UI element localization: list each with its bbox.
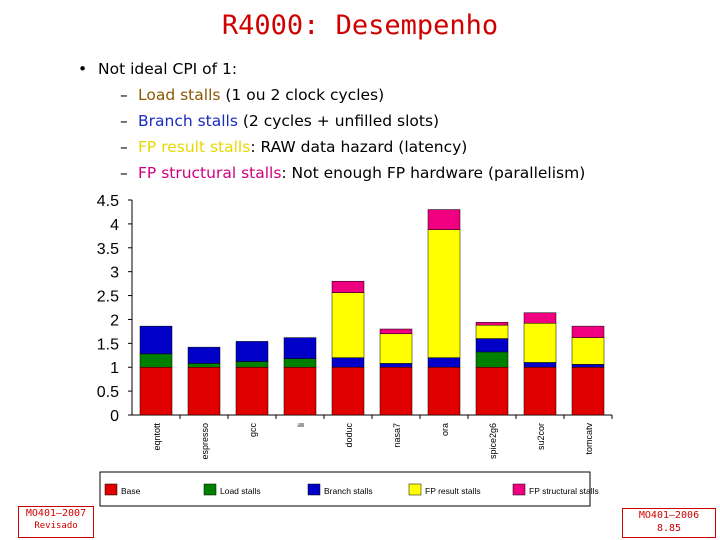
x-category-label: nasa7 [392,423,402,448]
legend-label: Branch stalls [324,486,373,496]
footer-right-course: MO401–2006 [638,510,700,521]
bar-segment [427,229,461,358]
bar-segment [475,366,509,416]
y-tick-label: 1.5 [97,336,119,353]
bar-segment [379,328,413,335]
bar-segment [571,366,605,416]
bar-segment [139,325,173,355]
bar-segment [523,312,557,324]
bullet-list: • Not ideal CPI of 1: – Load stalls (1 ou … [78,56,708,186]
fp-structural-stalls-term: FP structural stalls [138,164,282,182]
bar-segment [571,325,605,338]
legend-swatch [307,483,321,496]
bar-segment [523,362,557,368]
footer-left-box: MO401–2007 Revisado [18,506,94,538]
bullet-marker: • [78,60,88,78]
bar-segment [187,366,221,416]
bar-segment [379,363,413,368]
bar-segment [235,366,269,416]
x-category-label: ora [440,423,450,436]
bullet-branch-stalls: – Branch stalls (2 cycles + unfilled slot… [78,108,708,134]
fp-result-stalls-desc: : RAW data hazard (latency) [250,138,468,156]
bar-segment [139,353,173,368]
dash-marker: – [120,112,128,130]
dash-marker: – [120,164,128,182]
footer-left-course: MO401–2007 [25,508,87,519]
bar-segment [283,366,317,416]
y-tick-label: 0.5 [97,384,119,401]
bar-segment [571,337,605,365]
footer-right-page: 8.85 [656,523,682,534]
bar-segment [187,363,221,368]
bullet-main: • Not ideal CPI of 1: [78,56,708,82]
y-tick-label: 0 [110,408,119,425]
x-category-label: tomcatv [584,423,594,455]
fp-structural-stalls-desc: : Not enough FP hardware (parallelism) [281,164,586,182]
x-category-label: li [296,423,306,427]
bar-segment [283,358,317,368]
bar-segment [523,323,557,363]
bar-segment [139,366,173,416]
legend-swatch [408,483,422,496]
load-stalls-term: Load stalls [138,86,221,104]
x-category-label: eqntott [152,423,162,451]
bar-segment [187,346,221,364]
legend-label: Base [121,486,141,496]
load-stalls-desc: (1 ou 2 clock cycles) [220,86,385,104]
y-tick-label: 3 [110,265,119,282]
bar-segment [475,351,509,368]
legend-box [99,471,591,507]
bar-segment [427,366,461,416]
x-category-label: su2cor [536,423,546,450]
bullet-fp-structural-stalls: – FP structural stalls: Not enough FP har… [78,160,708,186]
bullet-fp-result-stalls: – FP result stalls: RAW data hazard (late… [78,134,708,160]
legend-swatch [104,483,118,496]
bar-segment [331,366,365,416]
x-category-label: spice2g6 [488,423,498,459]
y-tick-label: 2.5 [97,289,119,306]
slide-title: R4000: Desempenho [221,10,499,41]
bar-segment [475,324,509,339]
x-category-label: doduc [344,423,354,448]
bar-segment [523,366,557,416]
bullet-load-stalls: – Load stalls (1 ou 2 clock cycles) [78,82,708,108]
y-tick-label: 4.5 [97,193,119,210]
bar-segment [475,338,509,353]
legend-label: FP result stalls [425,486,481,496]
bar-segment [331,292,365,358]
dash-marker: – [120,86,128,104]
y-tick-label: 1 [110,360,119,377]
legend-label: FP structural stalls [529,486,599,496]
bar-segment [379,366,413,416]
branch-stalls-desc: (2 cycles + unfilled slots) [237,112,440,130]
footer-right-box: MO401–2006 8.85 [622,508,716,538]
bar-segment [427,357,461,368]
bar-segment [283,337,317,359]
bar-segment [331,357,365,368]
bar-segment [331,280,365,293]
dash-marker: – [120,138,128,156]
bar-segment [235,341,269,362]
x-category-label: espresso [200,423,210,460]
bullet-main-text: Not ideal CPI of 1: [98,60,238,78]
y-tick-label: 2 [110,312,119,329]
bar-segment [571,364,605,368]
bar-segment [235,361,269,368]
fp-result-stalls-term: FP result stalls [138,138,251,156]
y-tick-label: 3.5 [97,241,119,258]
bar-segment [379,333,413,364]
y-tick-label: 4 [110,217,119,234]
x-category-label: gcc [248,423,258,438]
legend-label: Load stalls [220,486,261,496]
legend-swatch [203,483,217,496]
legend-swatch [512,483,526,496]
bar-segment [475,322,509,326]
branch-stalls-term: Branch stalls [138,112,238,130]
bar-segment [427,209,461,230]
footer-left-note: Revisado [34,521,78,531]
